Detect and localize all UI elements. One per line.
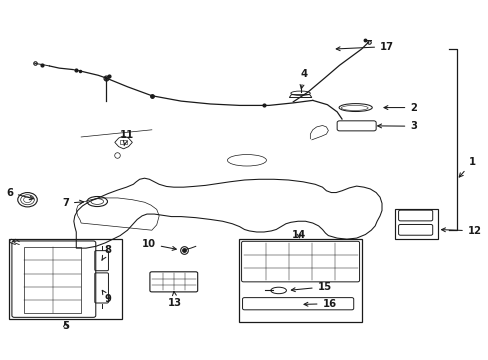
Text: 17: 17 <box>336 42 393 51</box>
Text: 12: 12 <box>441 226 481 236</box>
Text: 3: 3 <box>377 121 416 131</box>
Text: 2: 2 <box>383 103 416 113</box>
Text: 5: 5 <box>62 321 69 331</box>
Text: 13: 13 <box>168 292 182 308</box>
Text: 14: 14 <box>291 230 305 239</box>
Text: 1: 1 <box>458 157 475 177</box>
Text: 7: 7 <box>62 198 83 208</box>
Text: 11: 11 <box>119 130 133 146</box>
Text: 9: 9 <box>102 291 111 304</box>
Text: 16: 16 <box>304 299 336 309</box>
Text: 6: 6 <box>6 188 33 200</box>
Text: 10: 10 <box>142 239 176 250</box>
Text: 15: 15 <box>291 282 331 292</box>
Text: 4: 4 <box>300 69 307 89</box>
Text: 8: 8 <box>102 245 111 260</box>
